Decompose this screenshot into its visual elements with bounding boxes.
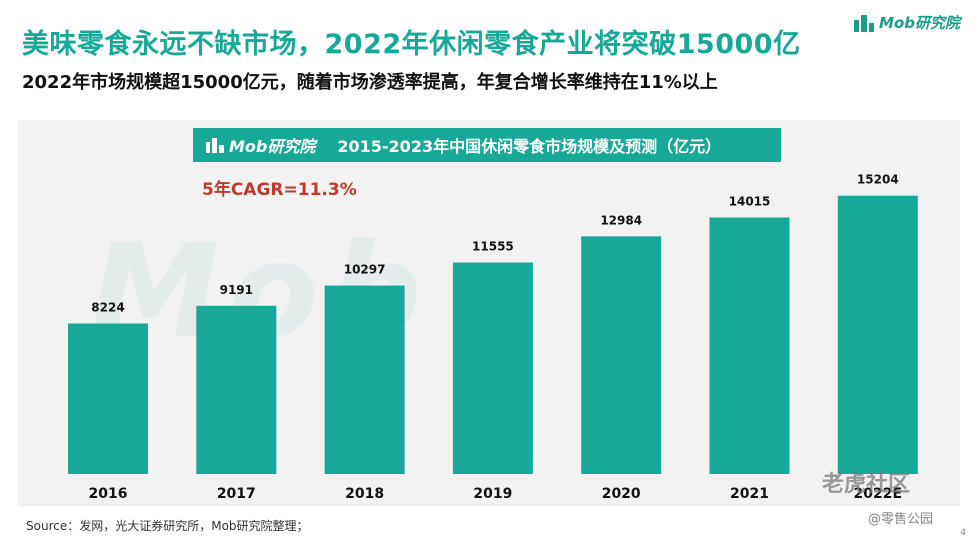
page-number: 4 — [960, 528, 966, 538]
chart-header-logo: Mob研究院 — [193, 133, 315, 157]
bar-2020 — [581, 236, 662, 474]
building-icon — [854, 14, 875, 32]
bar-2016 — [68, 323, 148, 474]
source-note: Source：发网，光大证券研究所，Mob研究院整理； — [26, 519, 309, 533]
slide-title: 美味零食永远不缺市场，2022年休闲零食产业将突破15000亿 — [22, 29, 801, 60]
x-tick-2019: 2019 — [473, 486, 512, 502]
bar-2017 — [196, 305, 277, 474]
forum-watermark: 老虎社区 — [822, 472, 911, 497]
x-tick-2017: 2017 — [217, 486, 256, 502]
data-label-2016: 8224 — [91, 300, 124, 314]
x-tick-2016: 2016 — [89, 486, 128, 502]
chart-header: Mob研究院 2015-2023年中国休闲零食市场规模及预测（亿元） — [193, 128, 781, 162]
brand-logo-text: Mob研究院 — [879, 14, 960, 32]
data-label-2022E: 15204 — [857, 173, 899, 187]
bar-2021 — [709, 217, 790, 474]
x-tick-2018: 2018 — [345, 486, 384, 502]
cagr-annotation: 5年CAGR=11.3% — [202, 179, 357, 200]
data-label-2017: 9191 — [220, 283, 253, 297]
bar-2018 — [324, 285, 405, 474]
data-label-2019: 11555 — [472, 240, 514, 254]
chart-header-logo-text: Mob研究院 — [229, 137, 316, 156]
slide-subtitle: 2022年市场规模超15000亿元，随着市场渗透率提高，年复合增长率维持在11%… — [22, 72, 718, 93]
bar-2022E — [837, 195, 918, 474]
x-tick-2021: 2021 — [730, 486, 769, 502]
x-tick-2020: 2020 — [602, 486, 641, 502]
chart-title: 2015-2023年中国休闲零食市场规模及预测（亿元） — [337, 137, 722, 156]
data-label-2018: 10297 — [344, 263, 386, 277]
x-tick-2022E: 2022E — [854, 486, 903, 502]
data-label-2021: 14015 — [729, 194, 771, 208]
brand-logo: Mob研究院 — [853, 12, 960, 33]
bar-2019 — [452, 262, 533, 474]
building-icon — [206, 138, 224, 153]
forum-handle-watermark: @零售公园 — [868, 512, 934, 527]
data-label-2020: 12984 — [600, 213, 642, 227]
